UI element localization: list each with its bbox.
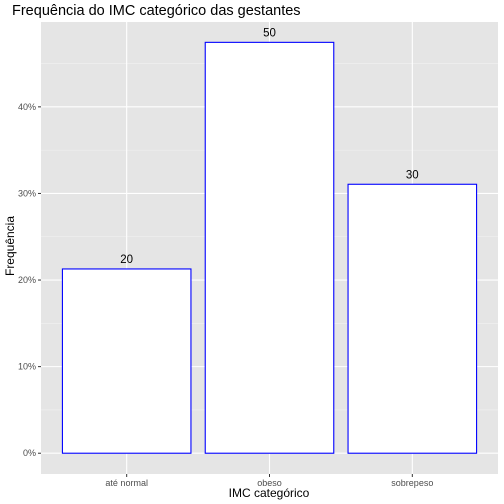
chart-title: Frequência do IMC categórico das gestant… bbox=[12, 3, 301, 19]
y-tick-label: 0% bbox=[23, 448, 36, 458]
axes-group bbox=[38, 106, 413, 477]
data-label: 20 bbox=[120, 254, 133, 266]
data-label: 50 bbox=[263, 27, 276, 39]
x-tick-label: sobrepeso bbox=[391, 478, 433, 488]
data-label: 30 bbox=[406, 169, 419, 181]
y-axis-title: Frequência bbox=[3, 216, 17, 276]
labels-group: 20 50 30 0% 10% 20% 30% 40% até normal obeso sobre… bbox=[18, 27, 433, 488]
x-tick-label: obeso bbox=[257, 478, 282, 488]
bar-1 bbox=[61, 268, 192, 454]
y-tick-label: 40% bbox=[18, 102, 36, 112]
x-axis-title: IMC categórico bbox=[229, 486, 310, 500]
bars-group bbox=[61, 41, 478, 454]
y-tick-label: 30% bbox=[18, 188, 36, 198]
x-tick-label: até normal bbox=[105, 478, 148, 488]
y-tick-label: 10% bbox=[18, 362, 36, 372]
bar-3 bbox=[347, 183, 478, 454]
bar-2 bbox=[204, 41, 335, 454]
y-tick-label: 20% bbox=[18, 275, 36, 285]
